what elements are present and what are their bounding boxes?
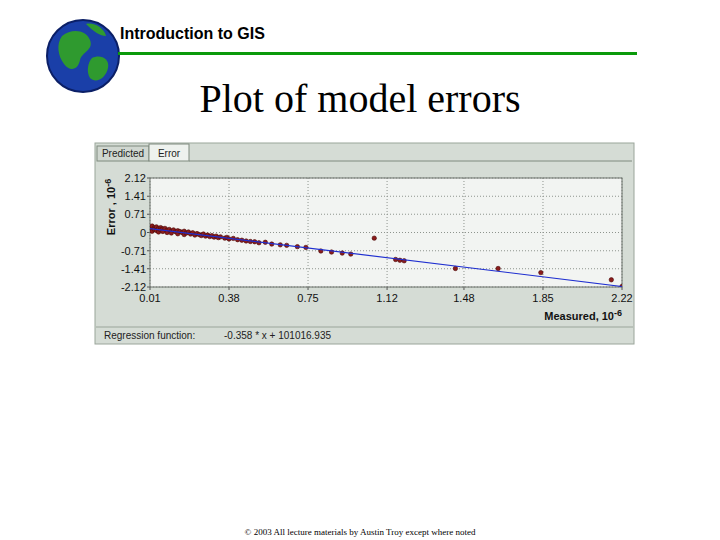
x-tick-label: 1.85 — [532, 292, 553, 304]
data-point — [496, 266, 500, 270]
globe-land — [86, 24, 106, 36]
x-tick-label: 2.22 — [611, 292, 632, 304]
chart-panel: PredictedError2.121.410.710-0.71-1.41-2.… — [95, 143, 634, 344]
tab-rule — [189, 161, 632, 162]
grid-line — [150, 268, 622, 269]
panel-bg — [95, 143, 634, 344]
x-axis-label: Measured, 10-6 — [544, 308, 622, 322]
slide-canvas: Introduction to GIS Plot of model errors P… — [0, 0, 720, 540]
regression-annotation: Regression function: — [104, 330, 195, 341]
strip-rule — [96, 327, 633, 328]
plot-area — [150, 178, 622, 287]
y-tick-label: 0 — [140, 227, 146, 239]
grid-line — [229, 178, 230, 287]
regression-annotation: -0.358 * x + 101016.935 — [224, 330, 331, 341]
grid-line — [463, 178, 464, 287]
x-axis-label-text: Measured, 10 — [544, 310, 614, 322]
y-tick-label: -1.41 — [121, 263, 146, 275]
y-tick-label: 0.71 — [125, 208, 146, 220]
data-point — [539, 270, 543, 274]
x-tick-label: 0.38 — [218, 292, 239, 304]
grid-line — [542, 178, 543, 287]
x-axis-label-exponent: -6 — [614, 308, 622, 318]
slide: Introduction to GIS Plot of model errors P… — [0, 0, 720, 540]
regression-line — [150, 229, 622, 287]
data-point — [372, 236, 376, 240]
globe-icon — [47, 20, 119, 92]
y-axis-label-text: Error , 10 — [105, 187, 117, 235]
grid-line — [150, 250, 622, 251]
globe-land — [88, 56, 108, 80]
y-axis-label-exponent: -6 — [103, 179, 113, 187]
grid-line — [150, 196, 622, 197]
grid-line — [150, 232, 622, 233]
tab[interactable] — [149, 144, 189, 161]
y-tick-label: -0.71 — [121, 245, 146, 257]
x-tick-label: 0.01 — [139, 292, 160, 304]
x-tick-label: 1.12 — [376, 292, 397, 304]
grid-line — [387, 178, 388, 287]
data-point — [453, 266, 457, 270]
tab[interactable] — [97, 146, 149, 161]
data-point — [609, 278, 613, 282]
footer-text: © 2003 All lecture materials by Austin T… — [245, 527, 476, 537]
tab-label[interactable]: Error — [158, 148, 181, 159]
marks — [150, 224, 622, 287]
globe-land — [58, 31, 90, 69]
header-text: Introduction to GIS — [120, 25, 265, 42]
y-tick-label: 1.41 — [125, 190, 146, 202]
grid-line — [308, 178, 309, 287]
y-tick-label: 2.12 — [125, 172, 146, 184]
y-axis-label: Error , 10-6 — [103, 179, 117, 235]
plot-frame — [150, 178, 622, 287]
globe-ocean — [47, 20, 119, 92]
tab-label[interactable]: Predicted — [102, 148, 144, 159]
x-tick-label: 1.48 — [453, 292, 474, 304]
slide-title: Plot of model errors — [199, 76, 520, 121]
header-rule — [118, 52, 637, 55]
grid-line — [150, 214, 622, 215]
x-tick-label: 0.75 — [297, 292, 318, 304]
